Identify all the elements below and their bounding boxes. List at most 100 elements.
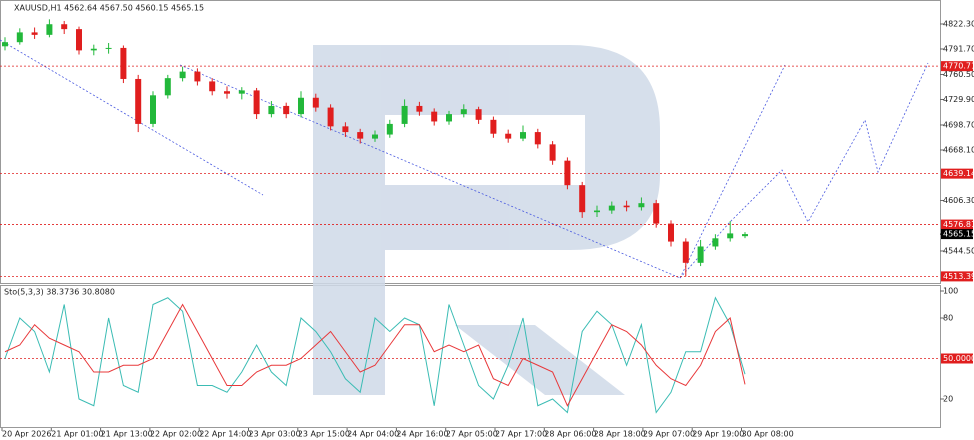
candle-body [564, 160, 571, 186]
candle-body [31, 32, 38, 35]
current-price-box [941, 229, 973, 240]
x-tick-label: 29 Apr 19:00 [692, 430, 744, 439]
level-label-box [941, 271, 973, 282]
candle-body [742, 234, 748, 237]
candle-body [431, 111, 438, 122]
candle-body [105, 47, 112, 49]
candle-body [238, 90, 245, 94]
candle-body [490, 119, 497, 134]
x-tick-label: 28 Apr 06:00 [544, 430, 596, 439]
level-label-box [941, 353, 973, 364]
candle-body [327, 107, 334, 127]
watermark-bowl [385, 45, 660, 250]
level-label-box [941, 61, 973, 72]
oscillator-line [4, 303, 746, 407]
candle-body [460, 109, 467, 115]
forecast-path [679, 64, 786, 279]
x-tick-label: 30 Apr 08:00 [742, 430, 794, 439]
y-tick-label: 4822.30 [943, 19, 974, 28]
candle-body [312, 97, 319, 108]
oscillator-line [4, 296, 746, 414]
oscillator-header: Sto(5,3,3) 38.3736 30.8080 [4, 288, 115, 297]
level-label-box [941, 219, 973, 230]
candle-body [386, 123, 393, 135]
x-tick-label: 22 Apr 02:00 [150, 430, 202, 439]
candle-body [224, 91, 230, 94]
level-label: 50.0000 [943, 354, 974, 363]
oscillator-panel [0, 285, 941, 428]
candle-body [623, 205, 630, 208]
candle-body [446, 114, 452, 122]
candle-body [697, 246, 704, 263]
y-tick-label: 4544.50 [943, 246, 974, 255]
candle-body [372, 134, 378, 139]
x-tick-label: 23 Apr 03:00 [249, 430, 301, 439]
candle-body [416, 105, 423, 112]
candle-body [608, 205, 615, 211]
y-tick-label: 80 [943, 314, 953, 323]
trendline [179, 64, 681, 279]
candle-body [653, 203, 660, 224]
candle-body [209, 81, 216, 92]
candle-body [579, 185, 586, 213]
x-tick-label: 21 Apr 01:00 [51, 430, 103, 439]
x-tick-label: 24 Apr 04:00 [347, 430, 399, 439]
candle-body [520, 132, 526, 139]
forecast-path [679, 62, 929, 279]
x-tick-label: 29 Apr 07:00 [643, 430, 695, 439]
candle-body [682, 241, 689, 263]
x-tick-label: 27 Apr 17:00 [495, 430, 547, 439]
candle-body [283, 105, 290, 115]
x-tick-label: 23 Apr 15:00 [298, 430, 350, 439]
candle-body [401, 105, 408, 124]
level-label: 4639.14 [943, 169, 974, 178]
y-tick-label: 4698.70 [943, 120, 974, 129]
candle-body [357, 132, 364, 139]
candle-body [179, 71, 186, 79]
candle-body [727, 233, 734, 239]
candle-body [342, 126, 349, 133]
candle-body [268, 105, 275, 115]
level-label: 4770.71 [943, 62, 974, 71]
candle-body [135, 78, 142, 124]
x-tick-label: 22 Apr 14:00 [199, 430, 251, 439]
candle-body [475, 109, 482, 120]
candle-body [668, 223, 674, 242]
level-label: 4513.39 [943, 272, 974, 281]
y-tick-label: 4668.10 [943, 145, 974, 154]
candle-body [505, 133, 512, 139]
x-tick-label: 24 Apr 16:00 [396, 430, 448, 439]
y-tick-label: 4791.70 [943, 44, 974, 53]
candle-body [298, 97, 304, 115]
candle-body [120, 47, 127, 79]
x-tick-label: 21 Apr 13:00 [101, 430, 153, 439]
candle-body [164, 78, 171, 96]
level-label-box [941, 168, 973, 179]
candle-body [150, 95, 156, 124]
level-label: 4576.81 [943, 220, 974, 229]
candle-body [594, 210, 600, 213]
x-tick-label: 27 Apr 05:00 [446, 430, 498, 439]
candle-body [194, 71, 201, 82]
trendline [0, 39, 264, 196]
x-tick-label: 28 Apr 18:00 [594, 430, 646, 439]
chart-header: XAUUSD,H1 4562.64 4567.50 4560.15 4565.1… [14, 4, 204, 13]
trendlines [0, 39, 929, 279]
x-tick-label: 20 Apr 2026 [2, 430, 51, 439]
y-tick-label: 4760.50 [943, 70, 974, 79]
current-price-label: 4565.15 [943, 230, 974, 239]
candle-body [534, 132, 541, 145]
candle-body [76, 29, 82, 51]
y-tick-label: 4729.90 [943, 95, 974, 104]
candle-body [61, 24, 68, 30]
candle-body [16, 32, 23, 43]
y-tick-label: 20 [943, 395, 953, 404]
candle-body [2, 42, 8, 47]
candle-body [638, 203, 645, 208]
y-tick-label: 4606.30 [943, 196, 974, 205]
y-tick-label: 100 [943, 287, 958, 296]
candle-body [46, 24, 53, 35]
candle-body [712, 238, 719, 247]
